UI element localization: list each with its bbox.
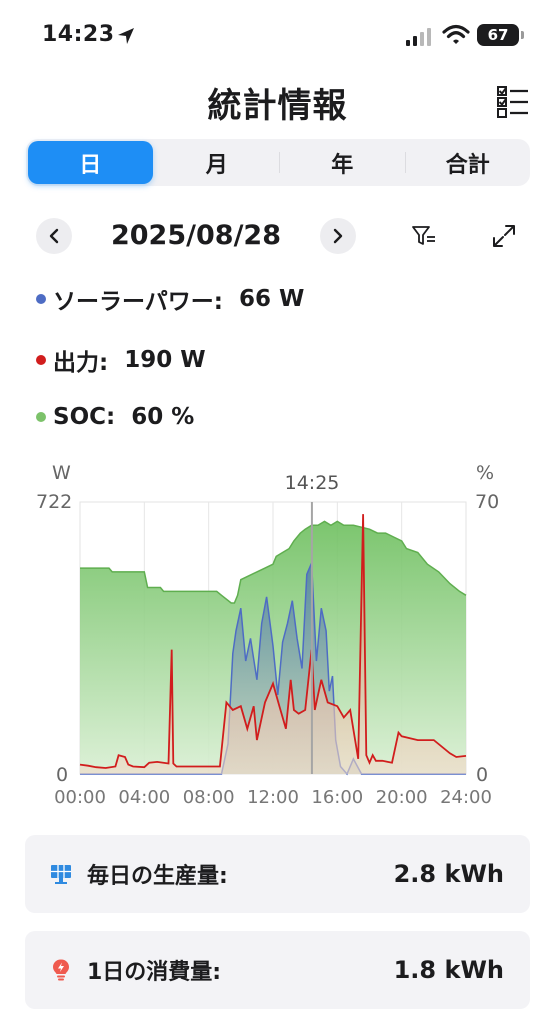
solar-area [80,563,466,774]
tab-day[interactable]: 日 [28,141,153,184]
next-date-button[interactable] [320,218,356,254]
x-tick-label: 20:00 [376,787,428,808]
x-tick-label: 08:00 [183,787,235,808]
x-tick-label: 00:00 [54,787,106,808]
soc-legend-dot [36,412,46,422]
status-bar: 14:23 67 [0,0,555,72]
cellular-signal-icon [406,28,431,46]
soc-label: SOC: [53,404,116,430]
y-right-max-label: 70 [475,491,499,513]
chevron-left-icon [49,228,59,244]
output-area [80,514,466,774]
soc-stat: SOC: 60 % [36,404,194,430]
x-tick-label: 24:00 [440,787,492,808]
battery-level: 67 [487,26,509,44]
status-time: 14:23 [42,22,115,47]
daily-consumption-value: 1.8 kWh [393,956,504,984]
solar-power-label: ソーラーパワー: [53,289,223,315]
solar-legend-dot [36,294,46,304]
checklist-icon[interactable] [496,84,530,118]
y-left-max-label: 722 [36,491,72,513]
daily-production-card: 毎日の生産量: 2.8 kWh [25,835,530,913]
x-tick-label: 12:00 [247,787,299,808]
output-label: 出力: [53,350,109,376]
wifi-icon [442,24,470,44]
solar-panel-icon [51,865,71,884]
y-left-min-label: 0 [56,764,68,786]
location-arrow-icon [118,28,134,44]
period-tabs: 日 月 年 合計 [26,139,530,186]
daily-production-value: 2.8 kWh [393,860,504,888]
expand-icon[interactable] [490,222,518,250]
output-line [79,514,467,769]
filter-icon[interactable] [410,222,438,250]
y-right-min-label: 0 [476,764,488,786]
battery-indicator: 67 [477,24,524,46]
tab-divider [404,152,406,173]
previous-date-button[interactable] [36,218,72,254]
chart-series [79,502,467,776]
chevron-right-icon [333,228,343,244]
output-legend-dot [36,355,46,365]
tab-month[interactable]: 月 [205,152,228,178]
soc-line [80,520,467,604]
tab-divider [279,152,280,173]
solar-power-stat: ソーラーパワー: 66 W [36,282,304,316]
y-right-unit: % [476,462,494,484]
soc-value: 60 % [131,404,195,430]
daily-production-label: 毎日の生産量: [87,864,228,889]
power-chart[interactable]: W % 722 70 0 0 14:25 00:00 04:00 08:00 12:0… [0,455,555,815]
output-value: 190 W [124,347,206,373]
y-left-unit: W [52,462,71,484]
page-title: 統計情報 [207,86,348,126]
tab-total[interactable]: 合計 [445,152,490,178]
solar-power-value: 66 W [238,286,305,312]
cursor-time-label: 14:25 [285,472,340,494]
output-stat: 出力: 190 W [36,343,206,377]
tab-year[interactable]: 年 [331,152,354,178]
daily-consumption-label: 1日の消費量: [87,960,222,985]
current-date[interactable]: 2025/08/28 [110,220,281,251]
lightbulb-bolt-icon [53,959,69,981]
x-tick-label: 04:00 [118,787,170,808]
x-axis-ticks: 00:00 04:00 08:00 12:00 16:00 20:00 24:00 [54,787,492,808]
daily-consumption-card: 1日の消費量: 1.8 kWh [25,931,530,1009]
x-tick-label: 16:00 [311,787,363,808]
